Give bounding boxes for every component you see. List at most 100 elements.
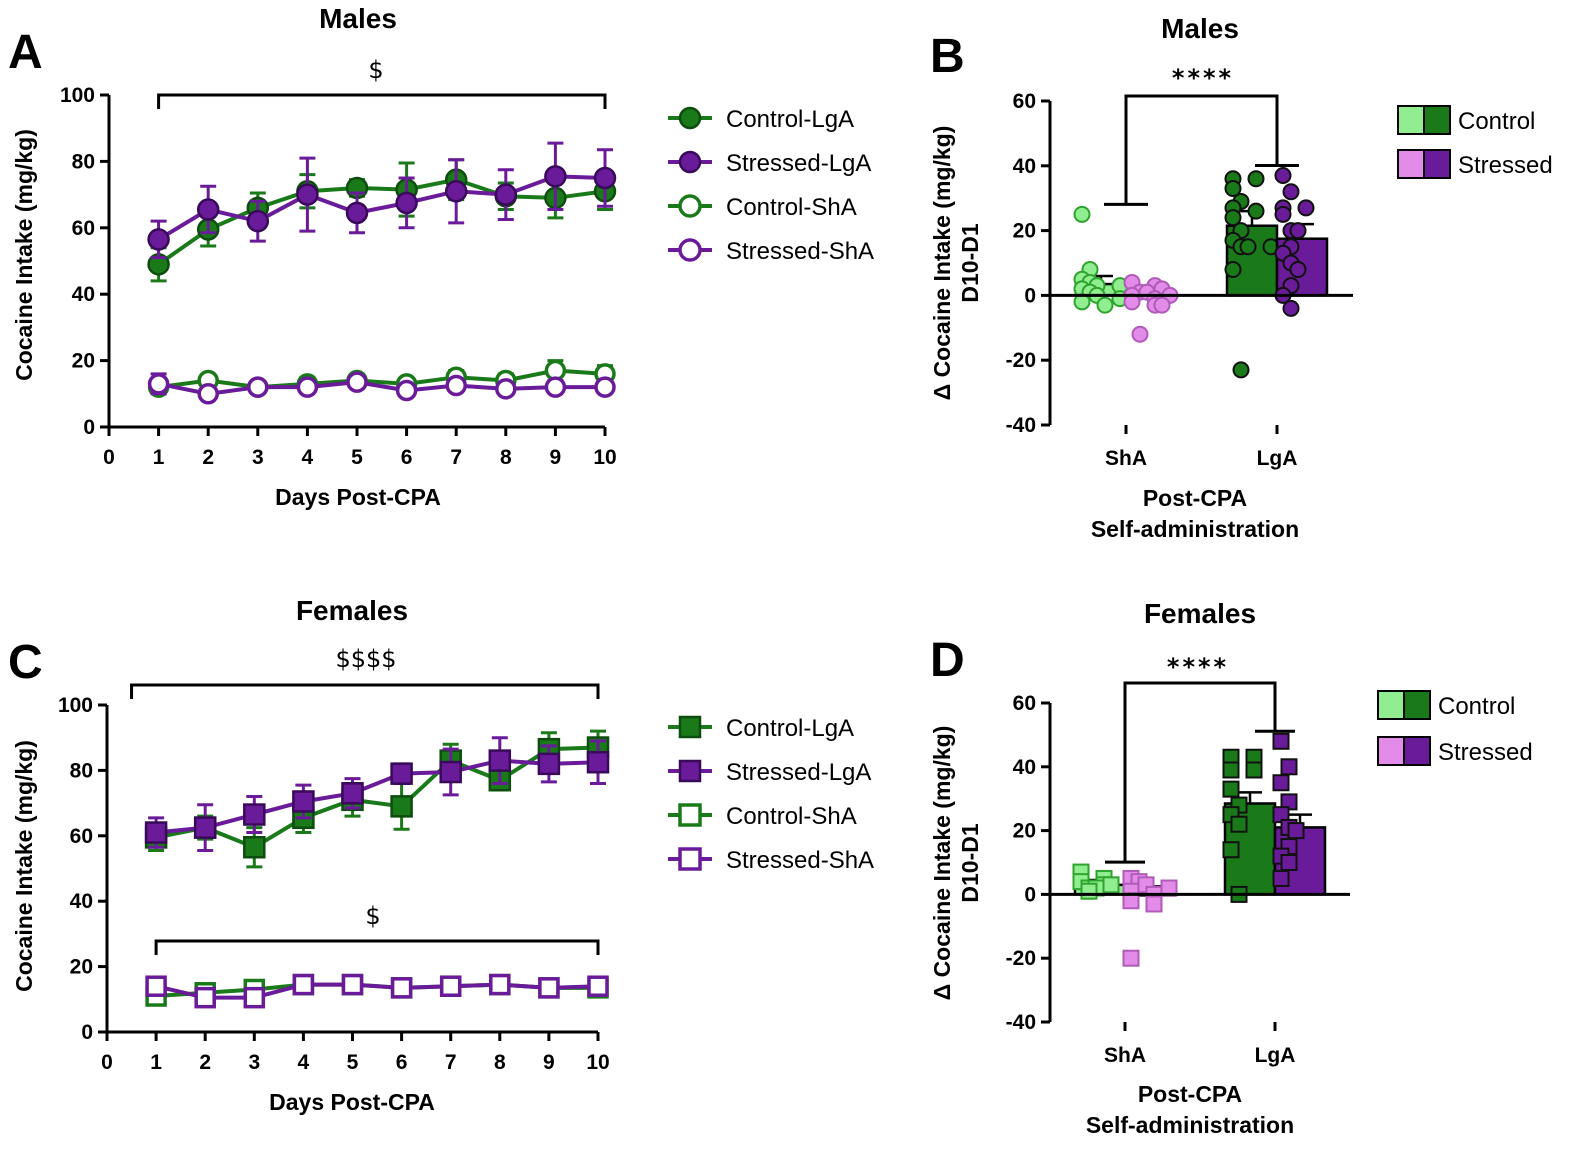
panel-a-significance-label: $: [368, 56, 383, 84]
panel-b-lga-stressed-point: [1297, 199, 1315, 217]
panel-a-legend: Control-LgA Stressed-LgA Control-ShA Stress…: [668, 106, 874, 265]
panel-c-y-tick-label: 100: [58, 694, 93, 717]
panel-a-series-stressed-lga-point: [593, 166, 617, 190]
panel-c-series-stressed-sha-point: [292, 973, 315, 996]
panel-c-series-stressed-lga-point: [144, 821, 168, 844]
panel-a-y-tick-label: 60: [72, 217, 95, 240]
panel-b-lga-control-point: [1247, 170, 1265, 188]
panel-d-legend: Control Stressed: [1377, 690, 1533, 766]
panel-c-significance-bracket: [130, 683, 600, 699]
panel-b-lga-control-point: [1232, 361, 1250, 379]
panel-c-ylabel: Cocaine Intake (mg/kg): [11, 740, 37, 992]
panel-c-legend-control-lga-marker: [678, 715, 702, 739]
panel-b-xlabel-2: Self-administration: [1091, 516, 1299, 542]
panel-a-series-stressed-sha-point: [346, 371, 368, 393]
panel-letter-c: C: [8, 636, 43, 689]
panel-b-legend-stressed-label: Stressed: [1458, 152, 1553, 179]
panel-d-plot: -40 -20 0 20 40 60 ShA LgA ****: [1006, 653, 1350, 1067]
panel-a-y-tick-label: 20: [72, 350, 95, 373]
panel-c-series-stressed-lga-point: [243, 803, 266, 826]
panel-b-lga-stressed-point: [1274, 205, 1292, 223]
panel-a-series-stressed-lga-point: [196, 198, 220, 221]
panel-a-ylabel: Cocaine Intake (mg/kg): [11, 129, 37, 381]
panel-d-legend-stressed-label: Stressed: [1438, 739, 1533, 766]
panel-c-x-tick-label: 8: [494, 1051, 506, 1074]
panel-d: D Females Δ Cocaine Intake (mg/kg) D10-D…: [929, 598, 1533, 1138]
panel-d-legend-control-swatch-light: [1377, 690, 1405, 720]
panel-c-legend-control-sha-label: Control-ShA: [726, 803, 857, 830]
panel-d-ylabel: Δ Cocaine Intake (mg/kg): [929, 726, 955, 1001]
panel-d-legend-stressed-swatch-light: [1377, 736, 1405, 766]
panel-b-sha-control-point: [1073, 205, 1091, 223]
panel-d-lga-stressed-point: [1272, 774, 1290, 792]
panel-c-x-tick-label: 1: [150, 1051, 162, 1074]
panel-b-lga-control-point: [1224, 260, 1242, 278]
panel-a-series-control-lga-line: [157, 177, 606, 266]
panel-a-x-tick-label: 8: [500, 446, 512, 469]
panel-a-x-tick-label: 7: [450, 446, 462, 469]
panel-b-x-tick-label: ShA: [1105, 447, 1147, 470]
panel-a: A Males Cocaine Intake (mg/kg) Days Post…: [8, 3, 874, 510]
panel-c-y-tick-label: 0: [81, 1021, 93, 1044]
panel-b-significance-label: ****: [1172, 64, 1234, 92]
panel-c-series-stressed-lga-point: [390, 762, 413, 785]
panel-a-series-stressed-sha-point: [395, 379, 418, 402]
panel-a-x-tick-label: 4: [302, 446, 314, 469]
panel-d-y-tick-label: 20: [1013, 820, 1036, 843]
panel-d-legend-control-swatch-dark: [1403, 690, 1431, 720]
panel-a-series-stressed-lga-point: [444, 180, 468, 203]
panel-b-title: Males: [1161, 13, 1239, 44]
panel-c-series-stressed-sha-point: [489, 973, 511, 996]
panel-b-y-tick-label: 60: [1013, 90, 1036, 113]
panel-b-lga-stressed-point: [1289, 260, 1307, 278]
panel-c-x-tick-label: 6: [396, 1051, 408, 1074]
panel-c-title: Females: [296, 595, 408, 626]
panel-c-significance-label: $: [365, 902, 380, 930]
panel-a-significance-bracket: [157, 93, 607, 109]
panel-c-series-stressed-sha-line: [155, 982, 599, 1000]
panel-b-lga-control-point: [1247, 202, 1265, 220]
panel-c-series-control-lga-point: [243, 835, 266, 859]
panel-c-series-stressed-lga-line: [155, 758, 599, 835]
panel-d-sha-control-point: [1102, 876, 1120, 894]
panel-c-series-stressed-lga-point: [488, 749, 512, 772]
panel-a-series-stressed-lga-point: [395, 191, 418, 215]
panel-a-series-stressed-sha-point: [296, 376, 319, 398]
panel-a-series-stressed-lga-point: [147, 228, 170, 251]
panel-b-sha-control-point: [1096, 296, 1114, 314]
panel-c-legend-control-sha-marker: [678, 803, 702, 827]
panel-c-series-control-lga-point: [390, 795, 413, 818]
panel-d-lga-stressed-point: [1272, 732, 1290, 750]
panel-a-x-tick-label: 9: [550, 446, 562, 469]
panel-a-series-stressed-lga-point: [246, 209, 270, 233]
panel-a-legend-stressed-lga-label: Stressed-LgA: [726, 150, 871, 177]
panel-b-y-tick-label: 20: [1013, 220, 1036, 243]
panel-a-series-stressed-lga-point: [345, 201, 369, 225]
panel-d-xlabel-1: Post-CPA: [1138, 1081, 1242, 1107]
panel-c-series-control-lga-line: [155, 745, 599, 850]
panel-b-significance-bracket: [1124, 94, 1279, 205]
panel-a-legend-control-lga-marker: [678, 106, 702, 130]
panel-b-legend-control-swatch-light: [1397, 105, 1425, 135]
panel-d-lga-stressed-point: [1280, 854, 1298, 871]
panel-c-series-stressed-sha-point: [243, 986, 266, 1009]
panel-a-x-tick-label: 2: [202, 446, 214, 469]
panel-c-x-tick-label: 10: [586, 1051, 609, 1074]
panel-c-legend-stressed-sha-marker: [678, 847, 702, 871]
panel-b-lga-control-point: [1224, 179, 1242, 197]
panel-c-series-stressed-lga-point: [193, 816, 217, 839]
panel-a-series-stressed-sha-line: [158, 380, 605, 396]
panel-a-y-tick-label: 100: [60, 84, 95, 107]
panel-a-legend-stressed-lga-marker: [678, 150, 702, 174]
panel-a-title: Males: [319, 3, 397, 34]
panel-b-y-tick-label: -20: [1006, 349, 1036, 372]
panel-b-sha-stressed-point: [1153, 296, 1171, 314]
panel-b-sha-stressed-point: [1131, 325, 1149, 343]
panel-b-plot: -40 -20 0 20 40 60 ShA LgA ****: [1006, 64, 1353, 470]
panel-d-y-tick-label: 40: [1013, 756, 1036, 779]
panel-a-legend-control-sha-label: Control-ShA: [726, 194, 857, 221]
panel-d-y-tick-label: 60: [1013, 692, 1036, 715]
panel-c-xlabel: Days Post-CPA: [269, 1089, 435, 1115]
panel-a-legend-stressed-sha-marker: [678, 238, 702, 262]
panel-b-lga-stressed-point: [1282, 299, 1300, 317]
